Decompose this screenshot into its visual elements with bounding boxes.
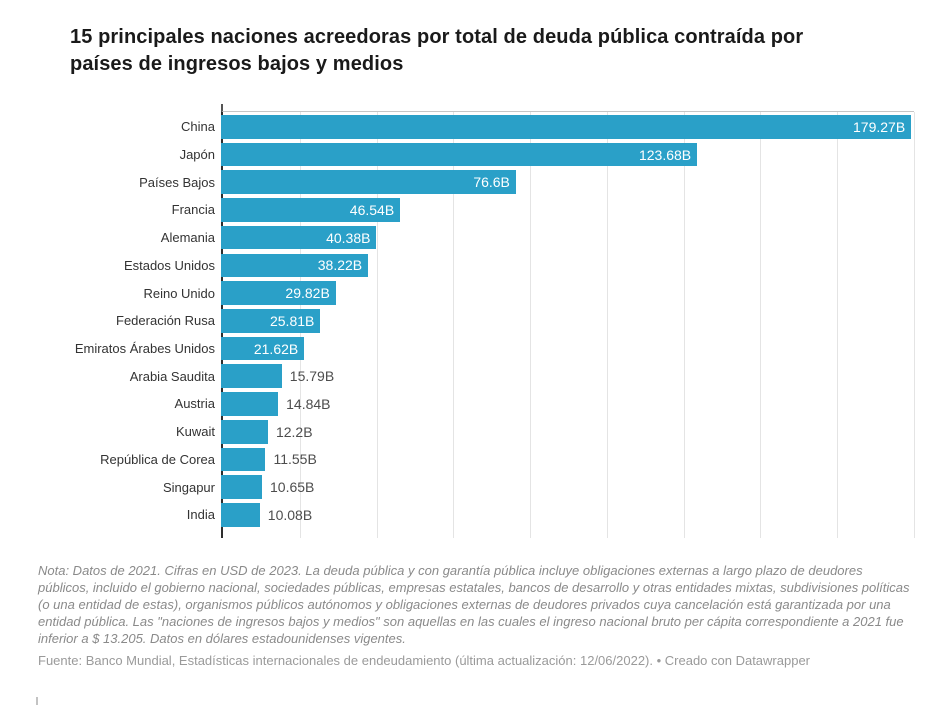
value-label: 179.27B <box>853 118 906 135</box>
bar-row: China 179.27B <box>36 115 914 143</box>
value-label: 10.65B <box>270 479 315 496</box>
category-label: Austria <box>174 396 215 412</box>
bar-row: Federación Rusa 25.81B <box>36 309 914 337</box>
bar-track: 11.55B <box>221 447 914 472</box>
bar-track: 15.79B <box>221 364 914 389</box>
bar-row: Reino Unido 29.82B <box>36 281 914 309</box>
bar: 179.27B <box>221 115 912 139</box>
bar-track: 123.68B <box>221 142 914 167</box>
bar <box>221 419 268 444</box>
bar-track: 21.62B <box>221 336 914 361</box>
chart-title: 15 principales naciones acreedoras por t… <box>70 26 804 75</box>
bar <box>221 447 266 472</box>
category-label: Estados Unidos <box>123 257 215 273</box>
category-label: Kuwait <box>175 424 215 440</box>
category-label: Japón <box>179 147 215 163</box>
bar: 38.22B <box>221 253 369 278</box>
bar-rows: China 179.27B Japón 123.68B Países Bajos 76.6… <box>36 111 914 531</box>
datawrapper-chart-card: 15 principales naciones acreedoras por t… <box>0 24 946 714</box>
category-label: Alemania <box>160 230 215 246</box>
value-label: 38.22B <box>317 257 363 274</box>
bar <box>221 503 260 527</box>
chart-source: Fuente: Banco Mundial, Estadísticas inte… <box>38 653 811 668</box>
bar: 76.6B <box>221 170 516 195</box>
value-label: 123.68B <box>638 146 692 163</box>
bar-row: Japón 123.68B <box>36 142 914 171</box>
bar-track: 12.2B <box>221 419 914 444</box>
category-label: India <box>186 507 215 523</box>
bar-row: Singapur 10.65B <box>36 475 914 503</box>
value-label: 29.82B <box>285 285 330 302</box>
gridline-140 <box>760 112 762 538</box>
category-label: Reino Unido <box>143 285 215 301</box>
bar: 46.54B <box>221 198 401 222</box>
value-label: 76.6B <box>473 174 510 191</box>
bar-track: 179.27B <box>221 115 914 139</box>
bar <box>221 364 282 389</box>
stray-cursor-mark <box>36 697 38 705</box>
bar-track: 29.82B <box>221 281 914 305</box>
category-label: China <box>181 119 215 135</box>
category-label: República de Corea <box>100 451 215 467</box>
category-label: Emiratos Árabes Unidos <box>74 341 215 357</box>
value-label: 10.08B <box>267 506 313 523</box>
horizontal-bar-chart: China 179.27B Japón 123.68B Países Bajos 76.6… <box>36 104 915 539</box>
gridline-120 <box>683 112 685 538</box>
bar-track: 38.22B <box>221 253 914 278</box>
category-label: Federación Rusa <box>116 313 215 329</box>
bar-row: Arabia Saudita 15.79B <box>36 364 914 392</box>
gridline-80 <box>530 112 532 538</box>
axis-tick <box>221 104 223 111</box>
value-label: 12.2B <box>275 423 313 440</box>
bar: 25.81B <box>221 309 321 333</box>
gridline-40 <box>376 112 378 538</box>
category-label: Países Bajos <box>139 174 215 190</box>
gridline-100 <box>606 112 608 538</box>
bar-row: India 10.08B <box>36 503 914 531</box>
value-label: 21.62B <box>253 340 299 357</box>
chart-note: Nota: Datos de 2021. Cifras en USD de 20… <box>38 563 910 646</box>
value-label: 14.84B <box>286 395 331 412</box>
category-label: Arabia Saudita <box>129 368 215 384</box>
bar: 21.62B <box>221 336 305 361</box>
category-label: Singapur <box>162 479 215 495</box>
bar-track: 46.54B <box>221 198 914 222</box>
bar-track: 76.6B <box>221 170 914 195</box>
bar: 29.82B <box>221 281 336 305</box>
bar-track: 25.81B <box>221 309 914 333</box>
value-label: 11.55B <box>273 451 317 468</box>
bar-row: Kuwait 12.2B <box>36 419 914 448</box>
bar-row: Países Bajos 76.6B <box>36 170 914 198</box>
value-label: 40.38B <box>326 229 371 246</box>
bar-track: 10.65B <box>221 475 914 499</box>
gridline-180 <box>914 112 915 538</box>
bar-track: 10.08B <box>221 503 914 527</box>
bar <box>221 475 262 499</box>
value-label: 46.54B <box>349 201 395 218</box>
value-label: 15.79B <box>289 368 335 385</box>
gridline-60 <box>453 112 455 538</box>
bar-track: 14.84B <box>221 392 914 416</box>
bar-row: República de Corea 11.55B <box>36 447 914 476</box>
bar <box>221 392 279 416</box>
bar-row: Alemania 40.38B <box>36 225 914 254</box>
bar-row: Austria 14.84B <box>36 392 914 420</box>
bar: 123.68B <box>221 142 698 167</box>
bar-row: Estados Unidos 38.22B <box>36 253 914 282</box>
category-label: Francia <box>171 202 215 218</box>
bar-row: Emiratos Árabes Unidos 21.62B <box>36 336 914 365</box>
bar: 40.38B <box>221 225 377 250</box>
value-label: 25.81B <box>269 312 315 329</box>
bar-track: 40.38B <box>221 225 914 250</box>
bar-row: Francia 46.54B <box>36 198 914 226</box>
gridline-160 <box>837 112 839 538</box>
